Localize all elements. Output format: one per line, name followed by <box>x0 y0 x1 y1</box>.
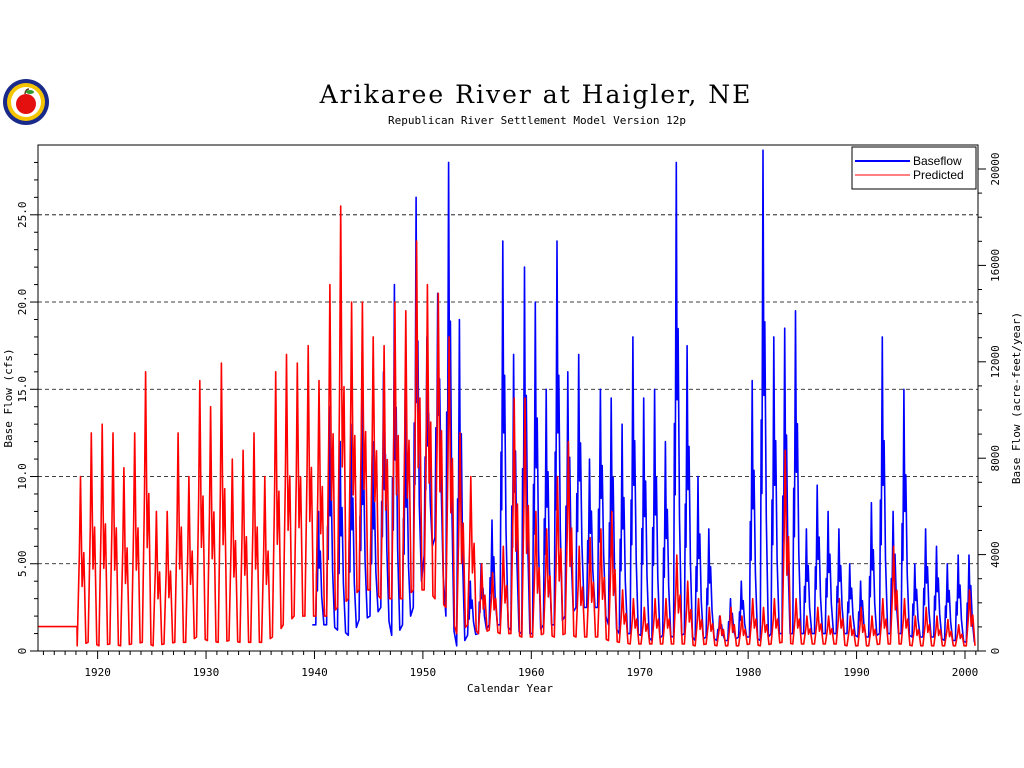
y-tick-label: 0 <box>16 648 29 655</box>
x-tick-label: 1940 <box>301 666 328 679</box>
legend: Baseflow Predicted <box>851 146 977 190</box>
plot-frame <box>37 144 979 652</box>
x-tick-label: 1990 <box>843 666 870 679</box>
x-axis-label: Calendar Year <box>467 682 553 695</box>
series-lines <box>38 149 976 647</box>
axis-ticks: 0 5.00 10.0 15.0 20.0 25.0 0 4000 8000 12000 16000… <box>16 152 1002 679</box>
legend-label-baseflow: Baseflow <box>913 154 962 168</box>
series-line-predicted <box>38 205 976 647</box>
gridlines <box>38 214 978 565</box>
y2-tick-label: 20000 <box>989 152 1002 185</box>
y-axis-label: Base Flow (cfs) <box>2 348 15 447</box>
y-tick-label: 15.0 <box>16 376 29 403</box>
y2-tick-label: 4000 <box>989 541 1002 568</box>
legend-label-predicted: Predicted <box>913 168 964 182</box>
y-tick-label: 10.0 <box>16 463 29 490</box>
apple-seal-icon <box>3 79 49 125</box>
y-tick-label: 25.0 <box>16 202 29 229</box>
x-tick-label: 2000 <box>952 666 979 679</box>
y2-tick-label: 8000 <box>989 445 1002 472</box>
x-tick-label: 1970 <box>626 666 653 679</box>
y-tick-label: 5.00 <box>16 551 29 578</box>
chart-subtitle: Republican River Settlement Model Versio… <box>388 114 686 127</box>
x-tick-label: 1960 <box>518 666 545 679</box>
y2-axis-label: Base Flow (acre-feet/year) <box>1010 312 1023 484</box>
x-tick-label: 1980 <box>735 666 762 679</box>
legend-box <box>851 146 977 190</box>
chart-title: Arikaree River at Haigler, NE <box>319 80 753 109</box>
y-tick-label: 20.0 <box>16 289 29 316</box>
y2-tick-label: 12000 <box>989 345 1002 378</box>
x-tick-label: 1930 <box>193 666 220 679</box>
y2-tick-label: 16000 <box>989 249 1002 282</box>
x-tick-label: 1920 <box>84 666 111 679</box>
x-tick-label: 1950 <box>410 666 437 679</box>
y2-tick-label: 0 <box>989 648 1002 655</box>
